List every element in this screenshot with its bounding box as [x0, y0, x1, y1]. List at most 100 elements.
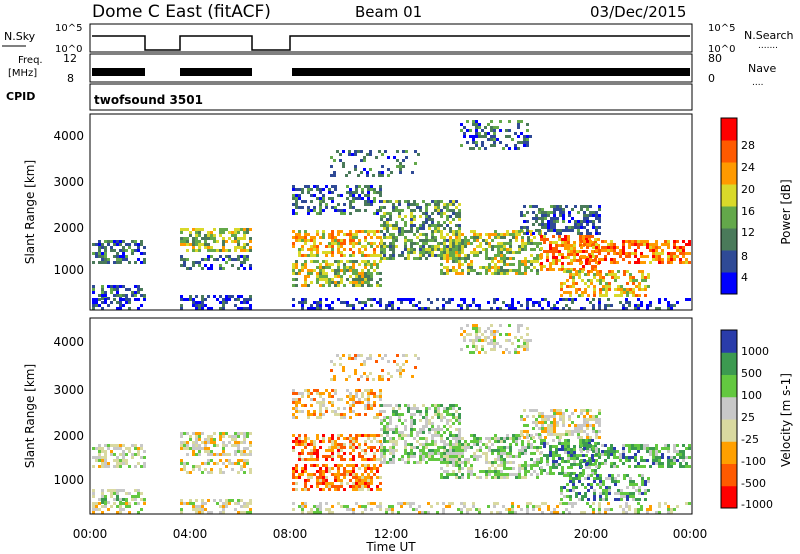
- velocity-echo-cell: [222, 432, 225, 435]
- velocity-echo-cell: [567, 454, 570, 457]
- velocity-echo-cell: [418, 511, 421, 514]
- power-echo-cell: [613, 252, 616, 255]
- power-echo-cell: [622, 249, 625, 252]
- velocity-echo-cell: [370, 434, 373, 437]
- power-echo-cell: [431, 251, 434, 254]
- power-echo-cell: [295, 188, 298, 191]
- power-echo-cell: [246, 298, 249, 301]
- power-echo-cell: [125, 294, 128, 297]
- power-echo-cell: [570, 259, 573, 262]
- velocity-echo-cell: [401, 434, 404, 437]
- velocity-echo-cell: [521, 449, 524, 452]
- velocity-echo-cell: [119, 498, 122, 501]
- power-echo-cell: [372, 174, 375, 177]
- power-echo-cell: [192, 304, 195, 307]
- velocity-echo-cell: [567, 448, 570, 451]
- velocity-echo-cell: [122, 502, 125, 505]
- velocity-echo-cell: [503, 461, 506, 464]
- power-echo-cell: [589, 211, 592, 214]
- power-echo-cell: [352, 254, 355, 257]
- velocity-echo-cell: [655, 511, 658, 514]
- velocity-echo-cell: [610, 465, 613, 468]
- velocity-echo-cell: [110, 453, 113, 456]
- velocity-echo-cell: [550, 433, 553, 436]
- velocity-echo-cell: [307, 452, 310, 455]
- velocity-echo-cell: [389, 422, 392, 425]
- velocity-echo-cell: [595, 436, 598, 439]
- power-echo-cell: [122, 249, 125, 252]
- power-echo-cell: [373, 251, 376, 254]
- velocity-echo-cell: [207, 450, 210, 453]
- power-echo-cell: [325, 251, 328, 254]
- velocity-echo-cell: [449, 446, 452, 449]
- velocity-echo-cell: [240, 468, 243, 471]
- power-echo-cell: [569, 276, 572, 279]
- power-echo-cell: [333, 159, 336, 162]
- velocity-echo-cell: [437, 404, 440, 407]
- velocity-echo-cell: [667, 511, 670, 514]
- power-echo-cell: [628, 304, 631, 307]
- velocity-echo-cell: [434, 452, 437, 455]
- velocity-echo-cell: [358, 455, 361, 458]
- power-echo-cell: [658, 298, 661, 301]
- power-echo-cell: [475, 126, 478, 129]
- velocity-echo-cell: [307, 410, 310, 413]
- velocity-echo-cell: [555, 466, 558, 469]
- velocity-echo-cell: [352, 485, 355, 488]
- power-echo-cell: [343, 248, 346, 251]
- power-echo-cell: [364, 278, 367, 281]
- velocity-echo-cell: [219, 511, 222, 514]
- power-echo-cell: [219, 231, 222, 234]
- velocity-echo-cell: [380, 446, 383, 449]
- velocity-echo-cell: [389, 461, 392, 464]
- velocity-echo-cell: [599, 498, 602, 501]
- velocity-echo-cell: [506, 452, 509, 455]
- velocity-echo-cell: [533, 470, 536, 473]
- velocity-echo-cell: [292, 407, 295, 410]
- velocity-echo-cell: [472, 324, 475, 327]
- power-echo-cell: [571, 217, 574, 220]
- velocity-echo-cell: [641, 492, 644, 495]
- velocity-echo-cell: [517, 345, 520, 348]
- power-echo-cell: [357, 174, 360, 177]
- power-echo-cell: [410, 242, 413, 245]
- power-echo-cell: [113, 249, 116, 252]
- velocity-echo-cell: [464, 446, 467, 449]
- velocity-echo-cell: [400, 502, 403, 505]
- power-echo-cell: [425, 203, 428, 206]
- velocity-echo-cell: [249, 502, 252, 505]
- velocity-echo-cell: [446, 419, 449, 422]
- velocity-echo-cell: [295, 398, 298, 401]
- velocity-echo-cell: [352, 443, 355, 446]
- velocity-echo-cell: [589, 459, 592, 462]
- vel-cbar-tick-100: 100: [741, 389, 762, 402]
- velocity-echo-cell: [207, 462, 210, 465]
- power-echo-cell: [180, 243, 183, 246]
- velocity-echo-cell: [370, 479, 373, 482]
- velocity-echo-cell: [198, 505, 201, 508]
- power-echo-cell: [373, 212, 376, 215]
- velocity-echo-cell: [543, 439, 546, 442]
- velocity-echo-cell: [592, 430, 595, 433]
- power-echo-cell: [340, 212, 343, 215]
- velocity-echo-cell: [231, 438, 234, 441]
- velocity-echo-cell: [443, 425, 446, 428]
- power-echo-cell: [484, 135, 487, 138]
- power-echo-cell: [446, 215, 449, 218]
- power-echo-cell: [595, 261, 598, 264]
- power-echo-cell: [586, 246, 589, 249]
- velocity-echo-cell: [307, 437, 310, 440]
- power-echo-cell: [201, 301, 204, 304]
- power-echo-cell: [616, 246, 619, 249]
- power-echo-cell: [246, 301, 249, 304]
- power-echo-cell: [476, 254, 479, 257]
- velocity-echo-cell: [104, 465, 107, 468]
- velocity-echo-cell: [478, 511, 481, 514]
- power-echo-cell: [325, 185, 328, 188]
- velocity-echo-cell: [331, 395, 334, 398]
- power-echo-cell: [505, 129, 508, 132]
- power-echo-cell: [541, 217, 544, 220]
- velocity-echo-cell: [475, 508, 478, 511]
- power-echo-cell: [602, 279, 605, 282]
- power-echo-cell: [201, 258, 204, 261]
